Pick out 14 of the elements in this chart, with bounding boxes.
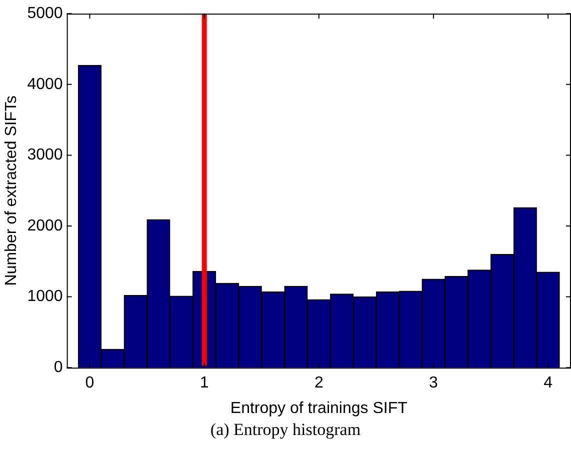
y-tick-label: 1000 <box>27 288 63 306</box>
y-axis-title: Number of extracted SIFTs <box>3 95 20 286</box>
y-tick-label: 2000 <box>27 217 63 234</box>
x-tick-label: 2 <box>314 374 324 392</box>
y-tick-label: 0 <box>54 359 63 376</box>
x-axis-title: Entropy of trainings SIFT <box>230 400 408 417</box>
x-tick-label: 3 <box>429 374 438 392</box>
y-tick-label: 4000 <box>27 76 63 93</box>
x-tick-label: 1 <box>200 374 209 392</box>
y-tick-label: 3000 <box>27 146 63 164</box>
x-tick-label: 4 <box>544 374 553 392</box>
y-tick-label: 5000 <box>27 5 63 22</box>
x-tick-label: 0 <box>85 374 94 392</box>
text: (a) Entropy histogram <box>209 420 362 440</box>
